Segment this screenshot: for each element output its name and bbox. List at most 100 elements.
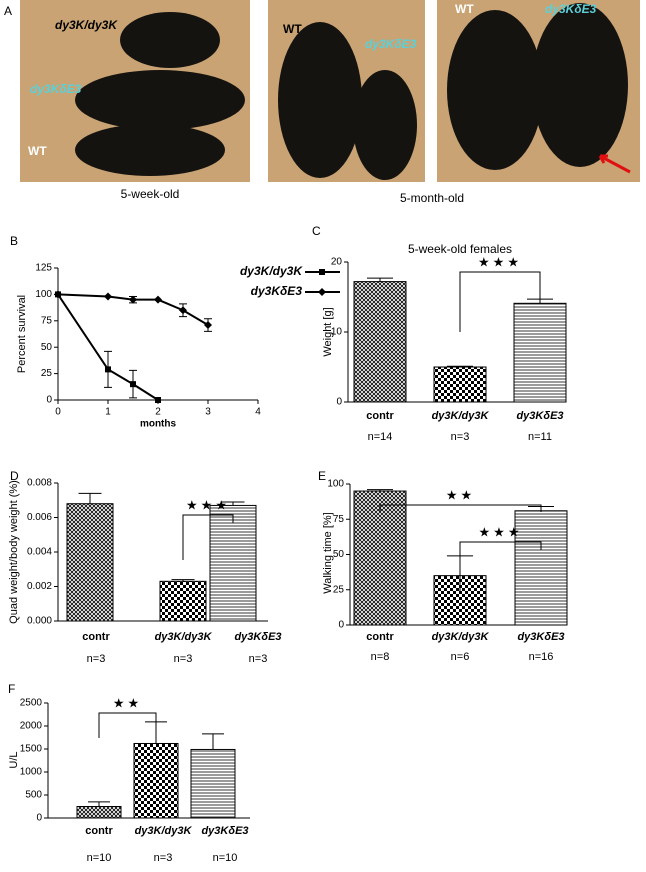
y-tick-label: 100 — [327, 479, 344, 490]
x-tick-label: dy3KδE3 — [234, 631, 281, 643]
bar — [514, 510, 568, 626]
y-axis-label: U/L — [8, 751, 20, 768]
y-tick-label: 75 — [333, 514, 345, 525]
x-axis-label: months — [140, 419, 177, 430]
significance-label: ★★★ — [479, 524, 523, 539]
error-bar — [78, 492, 102, 504]
y-tick-label: 0.000 — [27, 616, 52, 627]
error-bar — [88, 801, 110, 807]
significance-label: ★★★ — [186, 497, 230, 512]
marker — [129, 295, 137, 304]
y-tick-label: 0 — [336, 397, 342, 408]
photo-mouse — [278, 22, 362, 178]
y-tick-label: 0.006 — [27, 512, 52, 523]
y-tick-label: 0.002 — [27, 581, 52, 592]
significance-label: ★★★ — [478, 254, 522, 269]
series-line — [57, 293, 209, 326]
significance-bracket — [459, 271, 541, 332]
y-tick-label: 1000 — [20, 767, 43, 778]
marker — [155, 397, 161, 403]
x-tick-label: 1 — [105, 407, 111, 418]
x-tick-label: dy3KδE3 — [201, 825, 248, 837]
bar — [353, 281, 407, 403]
n-label: n=6 — [451, 651, 470, 663]
y-tick-label: 0 — [46, 395, 52, 406]
photo-arrow — [598, 154, 631, 174]
bar — [66, 503, 114, 622]
bar — [133, 742, 179, 819]
y-tick-label: 500 — [25, 790, 42, 801]
significance-bracket — [459, 541, 542, 592]
photo-label: WT — [28, 144, 47, 158]
bar — [159, 580, 207, 622]
y-tick-label: 10 — [331, 327, 343, 338]
panel-a: A dy3K/dy3K dy3KδE3 WT WT dy3KδE3 WT dy3… — [4, 0, 640, 205]
photo-label: WT — [455, 2, 474, 16]
y-axis-label: Percent survival — [16, 295, 28, 373]
n-label: n=10 — [87, 852, 112, 864]
y-tick-label: 0 — [36, 813, 42, 824]
n-label: n=3 — [174, 653, 193, 665]
y-tick-label: 1500 — [20, 744, 43, 755]
n-label: n=3 — [249, 653, 268, 665]
x-tick-label: dy3K/dy3K — [432, 410, 490, 422]
y-tick-label: 2000 — [20, 721, 43, 732]
bar — [209, 504, 257, 622]
bar — [190, 748, 236, 819]
error-bar — [367, 277, 393, 282]
y-tick-label: 0 — [338, 620, 344, 631]
n-label: n=3 — [154, 852, 173, 864]
n-label: n=14 — [368, 431, 393, 443]
x-tick-label: 2 — [155, 407, 161, 418]
x-tick-label: dy3K/dy3K — [155, 631, 213, 643]
bar — [513, 302, 567, 403]
x-tick-label: dy3K/dy3K — [432, 631, 490, 643]
error-bar — [221, 501, 245, 506]
x-tick-label: dy3K/dy3K — [135, 825, 193, 837]
x-tick-label: 3 — [205, 407, 211, 418]
panel-letter: F — [8, 682, 15, 696]
bar — [353, 490, 407, 626]
panel-letter: E — [318, 469, 326, 483]
y-tick-label: 20 — [331, 257, 343, 268]
panel-letter: A — [4, 4, 12, 18]
y-axis-label: Walking time [%] — [322, 512, 334, 594]
y-tick-label: 0.008 — [27, 478, 52, 489]
x-tick-label: dy3KδE3 — [517, 631, 564, 643]
panel-letter: B — [10, 234, 18, 248]
marker — [204, 321, 212, 330]
marker — [154, 295, 162, 304]
n-label: n=16 — [529, 651, 554, 663]
photo-label: dy3KδE3 — [545, 2, 597, 16]
n-label: n=10 — [213, 852, 238, 864]
n-label: n=8 — [371, 651, 390, 663]
photo-label: WT — [283, 22, 302, 36]
photo-mouse — [120, 12, 220, 68]
photo-mouse — [447, 10, 543, 170]
photo-mouse — [75, 70, 245, 130]
y-tick-label: 50 — [333, 549, 345, 560]
error-bar — [145, 721, 167, 744]
x-tick-label: 4 — [255, 407, 261, 418]
photo-label: dy3K/dy3K — [55, 18, 118, 32]
x-tick-label: contr — [366, 410, 394, 422]
series-line — [57, 293, 159, 401]
y-tick-label: 125 — [35, 263, 52, 274]
bar — [433, 366, 487, 403]
photo-mouse — [75, 124, 225, 176]
photo-label: dy3KδE3 — [365, 37, 417, 51]
x-tick-label: dy3KδE3 — [516, 410, 563, 422]
marker — [105, 366, 111, 373]
n-label: n=3 — [87, 653, 106, 665]
significance-label: ★★ — [113, 695, 142, 710]
panel-letter: D — [10, 469, 19, 483]
bar — [76, 806, 122, 819]
y-tick-label: 25 — [333, 584, 345, 595]
n-label: n=3 — [451, 431, 470, 443]
marker — [179, 306, 187, 315]
legend-label: dy3K/dy3K — [240, 264, 303, 278]
photo-mouse — [532, 3, 628, 167]
caption: 5-week-old — [121, 187, 180, 201]
